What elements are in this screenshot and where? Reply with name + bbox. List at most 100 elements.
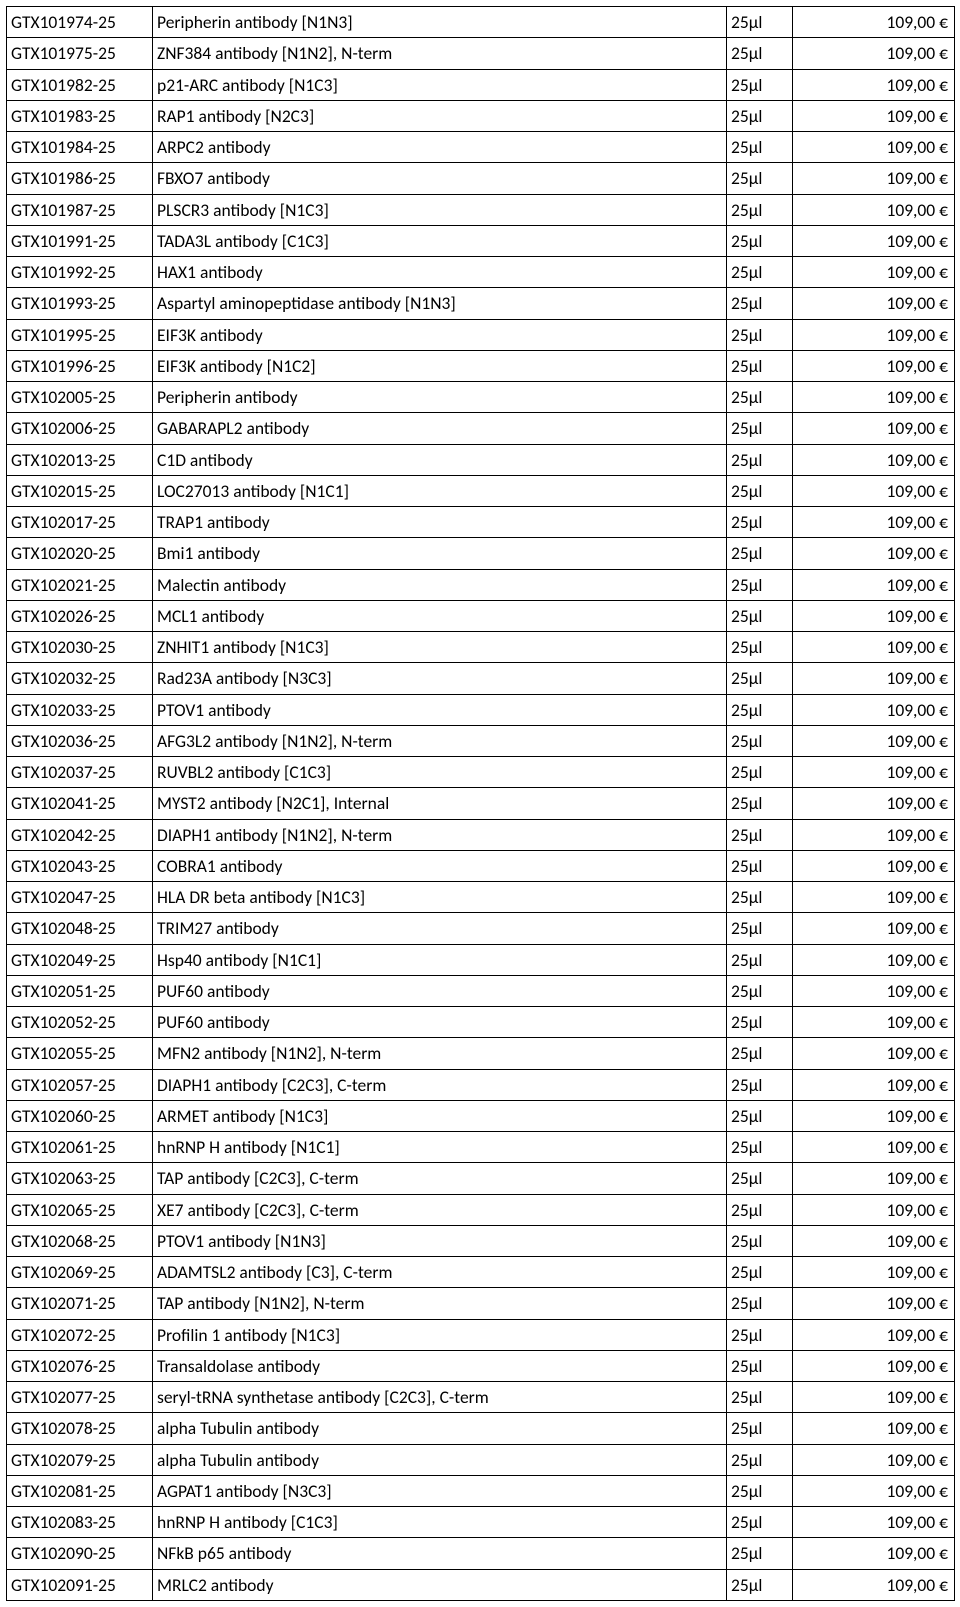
cell-size: 25μl [727, 1319, 793, 1350]
cell-size: 25μl [727, 100, 793, 131]
cell-code: GTX102090-25 [7, 1538, 153, 1569]
table-row: GTX102042-25DIAPH1 antibody [N1N2], N-te… [7, 819, 955, 850]
cell-description: ARPC2 antibody [153, 132, 727, 163]
cell-size: 25μl [727, 132, 793, 163]
cell-code: GTX102042-25 [7, 819, 153, 850]
cell-price: 109,00 € [793, 538, 955, 569]
cell-size: 25μl [727, 1100, 793, 1131]
cell-size: 25μl [727, 1413, 793, 1444]
cell-price: 109,00 € [793, 69, 955, 100]
table-row: GTX102036-25AFG3L2 antibody [N1N2], N-te… [7, 725, 955, 756]
cell-description: TADA3L antibody [C1C3] [153, 225, 727, 256]
cell-code: GTX102020-25 [7, 538, 153, 569]
cell-price: 109,00 € [793, 1538, 955, 1569]
cell-description: FBXO7 antibody [153, 163, 727, 194]
cell-code: GTX102063-25 [7, 1163, 153, 1194]
cell-description: RUVBL2 antibody [C1C3] [153, 757, 727, 788]
cell-description: ARMET antibody [N1C3] [153, 1100, 727, 1131]
table-row: GTX101983-25RAP1 antibody [N2C3]25μl109,… [7, 100, 955, 131]
cell-description: hnRNP H antibody [N1C1] [153, 1132, 727, 1163]
cell-price: 109,00 € [793, 163, 955, 194]
cell-price: 109,00 € [793, 882, 955, 913]
cell-size: 25μl [727, 944, 793, 975]
cell-size: 25μl [727, 1225, 793, 1256]
cell-code: GTX102065-25 [7, 1194, 153, 1225]
cell-price: 109,00 € [793, 132, 955, 163]
cell-description: Profilin 1 antibody [N1C3] [153, 1319, 727, 1350]
cell-description: DIAPH1 antibody [N1N2], N-term [153, 819, 727, 850]
cell-code: GTX102015-25 [7, 475, 153, 506]
table-row: GTX101986-25FBXO7 antibody25μl109,00 € [7, 163, 955, 194]
cell-code: GTX102043-25 [7, 850, 153, 881]
cell-size: 25μl [727, 319, 793, 350]
table-row: GTX101996-25EIF3K antibody [N1C2]25μl109… [7, 350, 955, 381]
table-row: GTX102068-25PTOV1 antibody [N1N3]25μl109… [7, 1225, 955, 1256]
table-row: GTX102076-25Transaldolase antibody25μl10… [7, 1350, 955, 1381]
cell-description: TRAP1 antibody [153, 507, 727, 538]
table-row: GTX102063-25TAP antibody [C2C3], C-term2… [7, 1163, 955, 1194]
cell-code: GTX102041-25 [7, 788, 153, 819]
cell-price: 109,00 € [793, 1288, 955, 1319]
cell-code: GTX102030-25 [7, 632, 153, 663]
cell-size: 25μl [727, 913, 793, 944]
cell-size: 25μl [727, 38, 793, 69]
table-row: GTX102060-25ARMET antibody [N1C3]25μl109… [7, 1100, 955, 1131]
table-row: GTX102083-25hnRNP H antibody [C1C3]25μl1… [7, 1507, 955, 1538]
table-row: GTX102078-25alpha Tubulin antibody25μl10… [7, 1413, 955, 1444]
cell-code: GTX101995-25 [7, 319, 153, 350]
cell-description: XE7 antibody [C2C3], C-term [153, 1194, 727, 1225]
cell-price: 109,00 € [793, 225, 955, 256]
cell-price: 109,00 € [793, 475, 955, 506]
cell-price: 109,00 € [793, 1225, 955, 1256]
cell-code: GTX102051-25 [7, 975, 153, 1006]
cell-code: GTX102060-25 [7, 1100, 153, 1131]
cell-size: 25μl [727, 69, 793, 100]
cell-description: GABARAPL2 antibody [153, 413, 727, 444]
cell-description: LOC27013 antibody [N1C1] [153, 475, 727, 506]
table-row: GTX102077-25seryl-tRNA synthetase antibo… [7, 1382, 955, 1413]
cell-price: 109,00 € [793, 757, 955, 788]
cell-description: AGPAT1 antibody [N3C3] [153, 1475, 727, 1506]
cell-size: 25μl [727, 288, 793, 319]
cell-size: 25μl [727, 1507, 793, 1538]
cell-size: 25μl [727, 538, 793, 569]
table-row: GTX102091-25MRLC2 antibody25μl109,00 € [7, 1569, 955, 1600]
cell-description: COBRA1 antibody [153, 850, 727, 881]
cell-price: 109,00 € [793, 569, 955, 600]
cell-code: GTX102052-25 [7, 1007, 153, 1038]
cell-description: PTOV1 antibody [153, 694, 727, 725]
cell-size: 25μl [727, 757, 793, 788]
cell-size: 25μl [727, 975, 793, 1006]
cell-price: 109,00 € [793, 100, 955, 131]
cell-code: GTX102037-25 [7, 757, 153, 788]
table-row: GTX102051-25PUF60 antibody25μl109,00 € [7, 975, 955, 1006]
cell-code: GTX102033-25 [7, 694, 153, 725]
cell-price: 109,00 € [793, 913, 955, 944]
cell-code: GTX102017-25 [7, 507, 153, 538]
cell-size: 25μl [727, 600, 793, 631]
table-row: GTX102013-25C1D antibody25μl109,00 € [7, 444, 955, 475]
cell-price: 109,00 € [793, 663, 955, 694]
cell-size: 25μl [727, 444, 793, 475]
cell-size: 25μl [727, 382, 793, 413]
cell-description: ZNF384 antibody [N1N2], N-term [153, 38, 727, 69]
table-row: GTX102041-25MYST2 antibody [N2C1], Inter… [7, 788, 955, 819]
table-row: GTX102017-25TRAP1 antibody25μl109,00 € [7, 507, 955, 538]
cell-price: 109,00 € [793, 600, 955, 631]
cell-code: GTX102036-25 [7, 725, 153, 756]
cell-size: 25μl [727, 507, 793, 538]
table-row: GTX101975-25ZNF384 antibody [N1N2], N-te… [7, 38, 955, 69]
cell-description: seryl-tRNA synthetase antibody [C2C3], C… [153, 1382, 727, 1413]
cell-price: 109,00 € [793, 288, 955, 319]
cell-size: 25μl [727, 850, 793, 881]
cell-price: 109,00 € [793, 507, 955, 538]
table-row: GTX101993-25Aspartyl aminopeptidase anti… [7, 288, 955, 319]
cell-size: 25μl [727, 350, 793, 381]
cell-price: 109,00 € [793, 350, 955, 381]
cell-description: TAP antibody [C2C3], C-term [153, 1163, 727, 1194]
cell-size: 25μl [727, 413, 793, 444]
cell-code: GTX102076-25 [7, 1350, 153, 1381]
table-row: GTX101984-25ARPC2 antibody25μl109,00 € [7, 132, 955, 163]
table-row: GTX101982-25p21-ARC antibody [N1C3]25μl1… [7, 69, 955, 100]
table-row: GTX102052-25PUF60 antibody25μl109,00 € [7, 1007, 955, 1038]
